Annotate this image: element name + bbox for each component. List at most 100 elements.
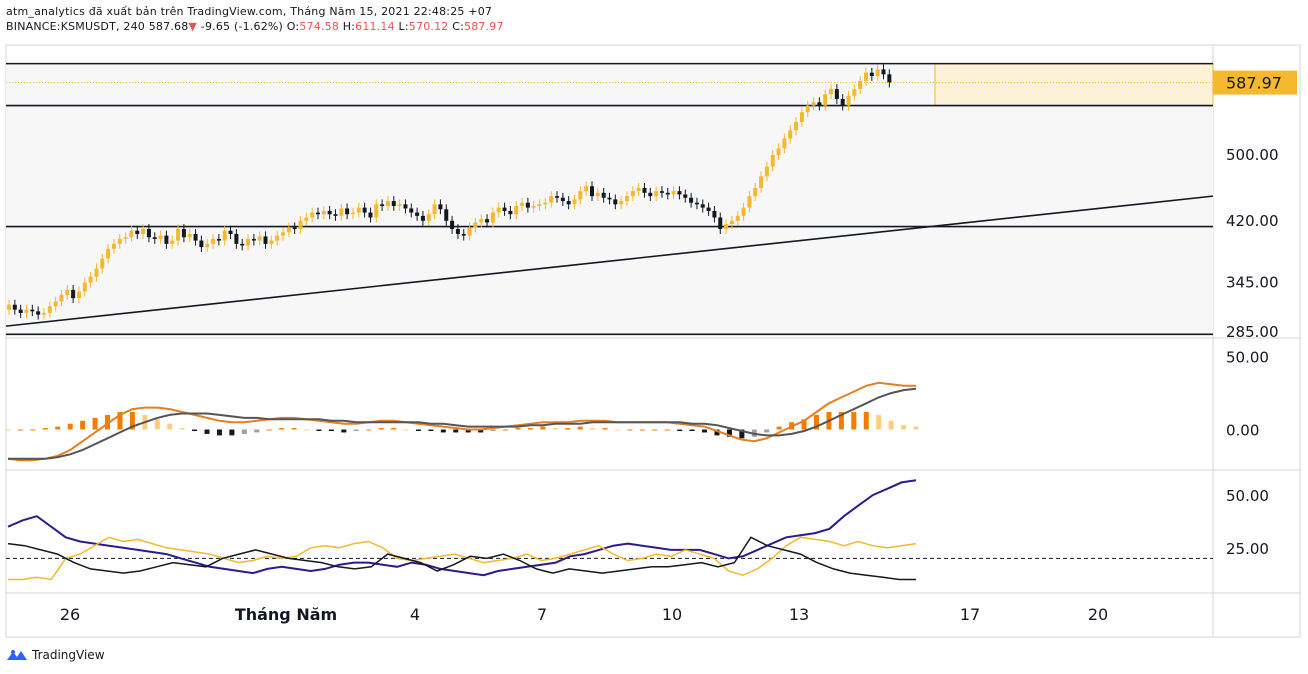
macd-histogram-bar — [614, 429, 620, 431]
candle-body — [123, 237, 128, 239]
macd-histogram-bar — [366, 429, 372, 431]
candle-body — [502, 207, 507, 211]
candle — [170, 235, 175, 249]
candle-body — [24, 309, 29, 313]
macd-histogram-bar — [714, 429, 720, 436]
candle — [794, 117, 799, 136]
macd-line — [7, 381, 916, 462]
macd-histogram-bar — [813, 414, 819, 430]
candle-body — [805, 105, 810, 113]
macd-histogram-bar — [341, 429, 347, 433]
candle-body — [706, 207, 711, 211]
candle — [240, 238, 245, 251]
candle-body — [415, 212, 420, 216]
candle-body — [409, 208, 414, 213]
candle-body — [176, 229, 181, 241]
macd-histogram-bar — [328, 429, 334, 431]
candle — [624, 191, 629, 206]
candle — [590, 181, 594, 202]
candle-body — [747, 196, 752, 208]
adx-line — [7, 479, 917, 577]
macd-histogram-bar — [179, 428, 185, 430]
candle-body — [420, 215, 425, 221]
candle — [385, 196, 390, 211]
macd-histogram-bar — [851, 412, 857, 430]
macd-histogram-bar — [739, 429, 745, 439]
publish-info: atm_analytics đã xuất bản trên TradingVi… — [6, 5, 493, 18]
macd-histogram-bar — [440, 429, 446, 433]
candle-body — [327, 210, 332, 215]
candle-body — [834, 89, 839, 100]
candle — [181, 224, 186, 243]
macd-histogram-bar — [204, 429, 210, 434]
macd-histogram-bar — [403, 429, 409, 431]
candle — [607, 192, 612, 205]
candle-body — [380, 204, 385, 206]
candle-body — [712, 210, 717, 218]
candle-body — [216, 238, 221, 241]
candle — [741, 202, 746, 221]
candle — [834, 84, 839, 104]
candle-body — [764, 166, 769, 177]
candle-body — [205, 243, 210, 248]
candle-body — [222, 230, 227, 241]
candle — [350, 207, 355, 220]
x-tick-label: 13 — [789, 605, 809, 624]
candle-body — [152, 237, 157, 239]
macd-histogram-bar — [652, 429, 658, 431]
candle — [94, 263, 99, 282]
chart-frame — [5, 44, 1301, 638]
candle-body — [590, 186, 594, 197]
candle — [281, 227, 286, 241]
candle-body — [228, 230, 233, 234]
macd-histogram-bar — [527, 428, 533, 430]
candle-body — [12, 304, 17, 310]
candle-body — [700, 204, 705, 208]
candle-body — [520, 202, 525, 206]
candle-body — [432, 204, 437, 215]
candle — [246, 233, 251, 251]
candle — [135, 225, 140, 239]
candle-body — [677, 191, 682, 195]
candle — [426, 209, 431, 226]
candle — [747, 191, 752, 213]
candle-body — [811, 102, 816, 106]
low-value: 570.12 — [408, 20, 449, 33]
candle — [549, 191, 554, 208]
macd-histogram-bar — [254, 429, 260, 433]
candle — [560, 192, 565, 206]
candle-body — [36, 311, 41, 315]
macd-histogram-bar — [677, 429, 683, 431]
candle-body — [543, 202, 548, 205]
x-tick-label: 4 — [410, 605, 420, 624]
candle — [146, 224, 151, 243]
macd-histogram-bar — [378, 428, 384, 430]
candle-body — [788, 130, 793, 139]
macd-histogram-bar — [30, 429, 36, 431]
candle — [88, 271, 93, 288]
candle — [36, 306, 41, 320]
candle — [234, 229, 239, 249]
candle — [100, 253, 105, 274]
candle-body — [671, 191, 676, 195]
candle-body — [770, 154, 775, 167]
candle — [450, 215, 455, 234]
candle — [41, 308, 46, 320]
trendline — [5, 195, 1214, 327]
candle — [111, 238, 116, 254]
candle-body — [310, 212, 315, 218]
candle — [176, 224, 181, 246]
macd-histogram-bar — [702, 429, 708, 433]
candle — [700, 199, 705, 213]
candle — [187, 229, 192, 243]
candle-body — [718, 217, 723, 230]
candle-body — [531, 205, 536, 208]
candle-body — [619, 201, 624, 205]
macd-histogram-bar — [428, 429, 434, 431]
candle-body — [275, 235, 280, 241]
candle-body — [654, 191, 659, 197]
candle — [356, 202, 361, 218]
footer-brand: TradingView — [32, 648, 105, 662]
candle — [339, 203, 344, 221]
